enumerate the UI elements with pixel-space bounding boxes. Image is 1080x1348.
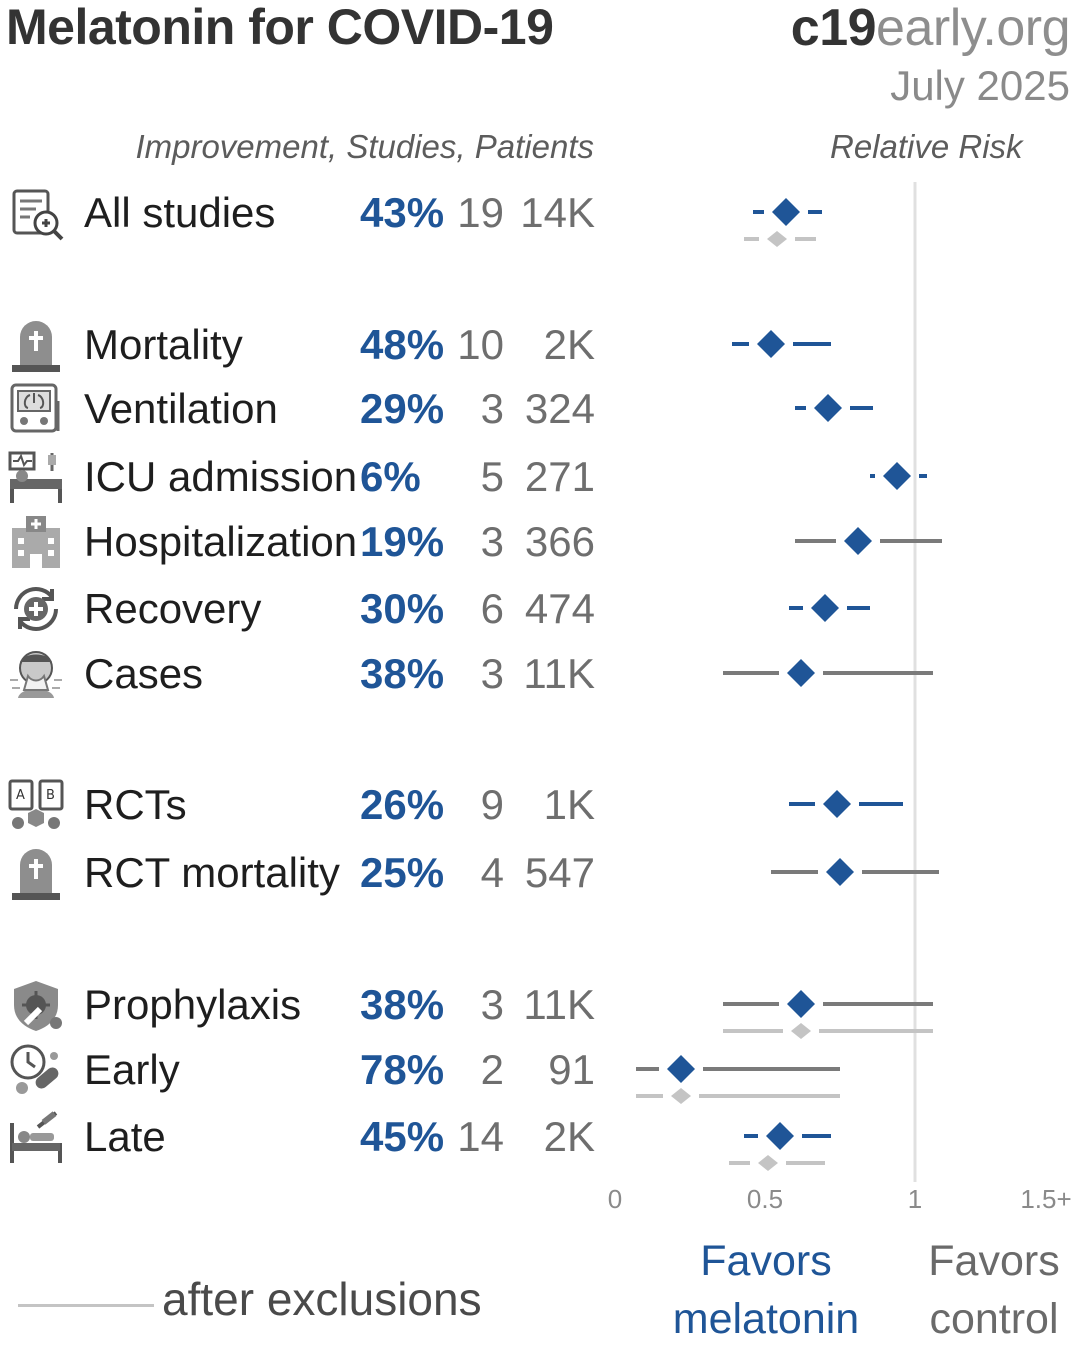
- effect-diamond: [826, 858, 854, 886]
- exclusion-diamond: [758, 1155, 778, 1171]
- svg-text:A: A: [16, 788, 25, 803]
- row-studies: 9: [480, 781, 504, 828]
- effect-diamond: [814, 394, 842, 422]
- recovery-cross-icon: [8, 581, 64, 637]
- row-label: RCTs: [84, 781, 187, 828]
- row-label: Cases: [84, 650, 204, 697]
- row-patients: 366: [524, 518, 595, 565]
- hospital-icon: [8, 514, 64, 570]
- effect-diamond: [811, 594, 839, 622]
- row-improvement: 43%: [360, 189, 445, 236]
- row-patients: 14K: [520, 189, 595, 236]
- icu-bed-icon: [8, 449, 64, 505]
- effect-diamond: [787, 990, 815, 1018]
- legend-exclusion-label: after exclusions: [162, 1273, 482, 1325]
- exclusion-diamond: [791, 1023, 811, 1039]
- row-studies: 10: [457, 321, 504, 368]
- gravestone-icon: [8, 845, 64, 901]
- date-label: July 2025: [890, 62, 1070, 109]
- x-tick-label: 0: [607, 1184, 623, 1214]
- row-patients: 11K: [523, 650, 595, 697]
- row-improvement: 45%: [360, 1113, 445, 1160]
- row-improvement: 29%: [360, 385, 445, 432]
- effect-diamond: [844, 527, 872, 555]
- row-studies: 2: [480, 1046, 504, 1093]
- x-tick-label: 1: [907, 1184, 923, 1214]
- ventilator-icon: [8, 381, 64, 437]
- row-studies: 14: [457, 1113, 504, 1160]
- row-label: Hospitalization: [84, 518, 358, 565]
- column-header-right: Relative Risk: [830, 128, 1023, 165]
- row-patients: 2K: [543, 321, 595, 368]
- row-patients: 2K: [543, 1113, 595, 1160]
- favors-control-label: Favors control: [928, 1237, 1060, 1343]
- row-label: Ventilation: [84, 385, 278, 432]
- row-improvement: 25%: [360, 849, 445, 896]
- row-patients: 1K: [543, 781, 595, 828]
- legend-exclusion-line: [18, 1304, 154, 1307]
- effect-diamond: [772, 198, 800, 226]
- row-improvement: 6%: [360, 453, 421, 500]
- effect-diamond: [883, 462, 911, 490]
- row-label: All studies: [84, 189, 276, 236]
- brand-logo[interactable]: c19early.org: [790, 0, 1071, 58]
- gravestone-icon: [8, 317, 64, 373]
- study-magnifier-icon: [8, 185, 64, 241]
- row-improvement: 38%: [360, 981, 445, 1028]
- row-studies: 3: [480, 981, 504, 1028]
- row-studies: 4: [480, 849, 504, 896]
- row-improvement: 48%: [360, 321, 445, 368]
- row-patients: 547: [524, 849, 595, 896]
- row-studies: 3: [480, 650, 504, 697]
- row-studies: 5: [480, 453, 504, 500]
- shield-virus-icon: [8, 977, 64, 1033]
- effect-diamond: [757, 330, 785, 358]
- row-label: Prophylaxis: [84, 981, 302, 1028]
- x-tick-label: 1.5+: [1020, 1184, 1072, 1214]
- row-label: Mortality: [84, 321, 243, 368]
- exclusion-diamond: [767, 231, 787, 247]
- clock-pill-icon: [8, 1042, 64, 1098]
- svg-text:B: B: [46, 788, 55, 803]
- row-label: Early: [84, 1046, 180, 1093]
- effect-diamond: [787, 659, 815, 687]
- row-improvement: 38%: [360, 650, 445, 697]
- effect-diamond: [823, 790, 851, 818]
- exclusion-diamond: [671, 1088, 691, 1104]
- row-patients: 91: [548, 1046, 595, 1093]
- row-improvement: 26%: [360, 781, 445, 828]
- row-patients: 271: [524, 453, 595, 500]
- hospital-bed-syringe-icon: [8, 1109, 64, 1165]
- brand-main: c19: [790, 0, 877, 57]
- row-patients: 324: [524, 385, 595, 432]
- page-title: Melatonin for COVID-19: [6, 0, 554, 55]
- row-improvement: 78%: [360, 1046, 445, 1093]
- row-patients: 11K: [523, 981, 595, 1028]
- sneezing-person-icon: [8, 646, 64, 702]
- effect-diamond: [766, 1122, 794, 1150]
- row-studies: 3: [480, 518, 504, 565]
- brand-light: early.org: [876, 0, 1070, 57]
- row-studies: 6: [480, 585, 504, 632]
- effect-diamond: [667, 1055, 695, 1083]
- row-studies: 19: [457, 189, 504, 236]
- row-label: Late: [84, 1113, 166, 1160]
- row-label: Recovery: [84, 585, 262, 632]
- column-header-left: Improvement, Studies, Patients: [135, 128, 594, 165]
- favors-treatment-label: Favors melatonin: [672, 1237, 860, 1343]
- row-studies: 3: [480, 385, 504, 432]
- row-improvement: 19%: [360, 518, 445, 565]
- x-tick-label: 0.5: [746, 1184, 784, 1214]
- row-label: ICU admission: [84, 453, 358, 500]
- row-patients: 474: [524, 585, 595, 632]
- row-improvement: 30%: [360, 585, 445, 632]
- row-label: RCT mortality: [84, 849, 340, 896]
